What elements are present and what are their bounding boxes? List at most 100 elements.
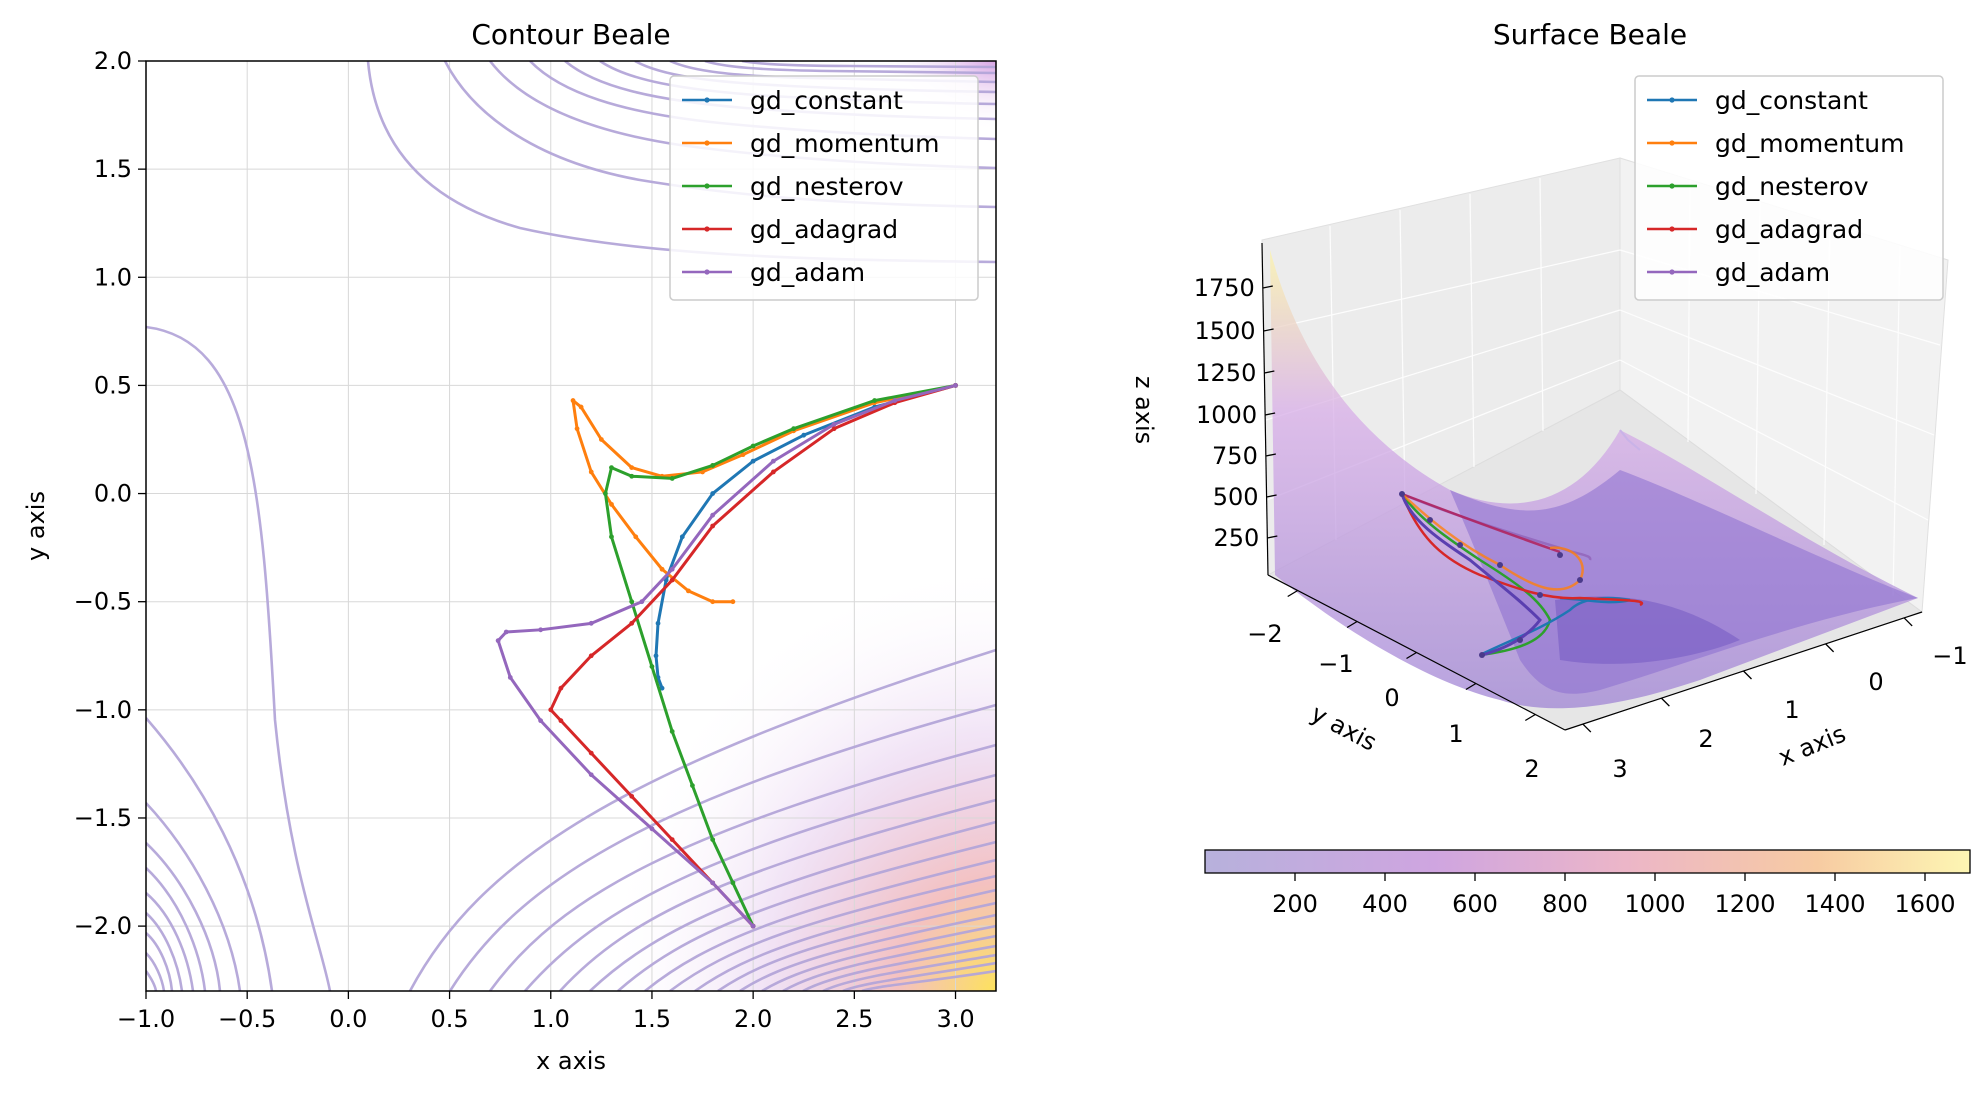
surface-y-axis-label: y axis <box>1306 699 1381 757</box>
series-point-gd_nesterov <box>710 837 716 843</box>
series-point-gd_adam <box>892 398 898 403</box>
contour-x-axis-label: x axis <box>536 1047 606 1075</box>
series-line-gd_momentum <box>571 383 956 604</box>
surface-z-tick-mark <box>1267 535 1278 539</box>
series-point-gd_adam <box>538 718 544 724</box>
legend-label-gd_nesterov: gd_nesterov <box>1715 172 1869 201</box>
series-point-gd_momentum <box>588 469 594 475</box>
colorbar-ticks: 200 400 600 800 1000 1200 1400 1600 <box>1272 873 1956 918</box>
legend-label-gd_adagrad: gd_adagrad <box>750 215 898 244</box>
series-point-gd_momentum <box>629 465 635 471</box>
contour-y-tick-label: 0.5 <box>94 371 132 399</box>
legend-marker-gd_constant <box>704 97 710 103</box>
legend-marker-gd_momentum <box>704 140 710 146</box>
legend-marker-gd_adagrad <box>1669 226 1675 232</box>
contour-x-tick-label: −0.5 <box>218 1005 276 1033</box>
surface-y-tick-mark <box>1346 620 1358 629</box>
contour-y-tick-label: −1.0 <box>74 696 132 724</box>
series-point-gd_adagrad <box>669 837 675 843</box>
series-point-gd_momentum <box>700 469 705 475</box>
legend-marker-gd_momentum <box>1669 140 1675 146</box>
contour-y-axis-label: y axis <box>22 491 50 561</box>
series-point-gd_adam <box>649 826 655 832</box>
series-point-gd_adam <box>750 923 756 929</box>
surface-z-tick-mark <box>1263 328 1274 332</box>
legend-label-gd_constant: gd_constant <box>750 86 903 115</box>
series-point-gd_constant <box>750 458 756 464</box>
colorbar-tick-label: 600 <box>1452 890 1498 918</box>
contour-legend: gd_constant gd_momentum gd_nesterov gd_adag… <box>669 75 979 301</box>
contour-y-tick-label: −2.0 <box>74 912 132 940</box>
colorbar-tick-label: 1200 <box>1714 890 1775 918</box>
surface-z-tick-mark <box>1264 370 1275 374</box>
series-point-gd_nesterov <box>649 664 655 669</box>
contour-axes-frame <box>145 60 997 992</box>
contour-y-tick-label: 0.0 <box>94 480 132 508</box>
contour-x-tick-label: 0.0 <box>329 1005 367 1033</box>
contour-x-tick-label: 2.0 <box>734 1005 772 1033</box>
series-point-gd_adam <box>639 599 645 605</box>
series-point-gd_constant <box>710 491 716 496</box>
colorbar-tick-label: 1600 <box>1894 890 1955 918</box>
series-point-gd_nesterov <box>791 426 797 432</box>
series-point-gd_adam <box>770 458 776 464</box>
surface-z-tick-label: 1250 <box>1195 359 1256 387</box>
series-point-gd_adam <box>953 383 958 388</box>
optimizer-trajectories <box>495 383 958 929</box>
series-point-gd_nesterov <box>629 599 635 605</box>
series-line-gd_adagrad <box>549 383 956 928</box>
surface-peak-right <box>1619 429 1641 451</box>
surface-x-axis-label: x axis <box>1774 720 1849 772</box>
surface-z-axis-label: z axis <box>1130 376 1158 444</box>
legend-label-gd_adam: gd_adam <box>750 258 865 287</box>
series-point-gd_adam <box>495 638 501 644</box>
surface-y-tick-mark <box>1524 713 1536 722</box>
series-point-gd_nesterov <box>710 463 716 468</box>
colorbar-tick-label: 800 <box>1542 890 1588 918</box>
series-point-gd_adam <box>710 880 716 886</box>
colorbar-tick-label: 400 <box>1362 890 1408 918</box>
series-point-gd_constant <box>659 685 665 691</box>
series-point-gd_momentum <box>574 426 580 432</box>
contour-lines <box>146 61 996 991</box>
surface-x-tick-label: 3 <box>1612 755 1627 783</box>
series-point-gd_nesterov <box>603 491 608 496</box>
contour-title: Contour Beale <box>471 18 670 51</box>
series-point-gd_momentum <box>598 437 604 442</box>
contour-y-tick-label: 1.5 <box>94 155 132 183</box>
series-point-gd_nesterov <box>690 783 695 788</box>
series-point-gd_adam <box>831 421 837 427</box>
grid <box>146 61 996 991</box>
series-point-gd_constant <box>653 653 659 659</box>
surface-z-tick-mark <box>1264 412 1276 416</box>
series-point-gd_adam <box>503 629 509 635</box>
surface-z-tick-label: 250 <box>1214 524 1260 552</box>
surface-y-tick-mark <box>1287 589 1299 598</box>
surface-y-tick-label: 2 <box>1524 755 1539 783</box>
series-point-gd_momentum <box>710 599 716 605</box>
colorbar-tick-label: 1000 <box>1624 890 1685 918</box>
series-point-gd_adagrad <box>629 793 635 799</box>
legend-marker-gd_adam <box>704 269 710 275</box>
legend-label-gd_adam: gd_adam <box>1715 258 1830 287</box>
surface-x-tick-label: 2 <box>1698 725 1713 753</box>
legend-marker-gd_nesterov <box>704 183 710 189</box>
series-point-gd_adam <box>538 627 544 633</box>
surface-z-tick-label: 500 <box>1213 483 1259 511</box>
series-point-gd_nesterov <box>872 398 877 403</box>
contour-y-tick-label: 2.0 <box>94 47 132 75</box>
series-point-gd_nesterov <box>609 534 614 540</box>
surface-pane-grid <box>1264 177 1941 597</box>
series-point-gd_momentum <box>730 599 736 605</box>
series-point-gd_constant <box>801 432 807 438</box>
contour-y-tick-label: −1.5 <box>74 804 132 832</box>
series-point-gd_adagrad <box>548 707 554 713</box>
contour-legend-box <box>669 75 979 301</box>
surface-y-tick-mark <box>1406 651 1417 660</box>
series-point-gd_nesterov <box>750 443 756 449</box>
series-point-gd_adagrad <box>558 685 564 691</box>
surface-x-tick-mark <box>1582 723 1592 733</box>
surface-x-tick-label: 1 <box>1784 696 1799 724</box>
surface-z-axis: 250 500 750 1000 1250 1500 1750 z axis <box>1130 242 1278 576</box>
surface-y-tick-label: −2 <box>1247 620 1282 648</box>
